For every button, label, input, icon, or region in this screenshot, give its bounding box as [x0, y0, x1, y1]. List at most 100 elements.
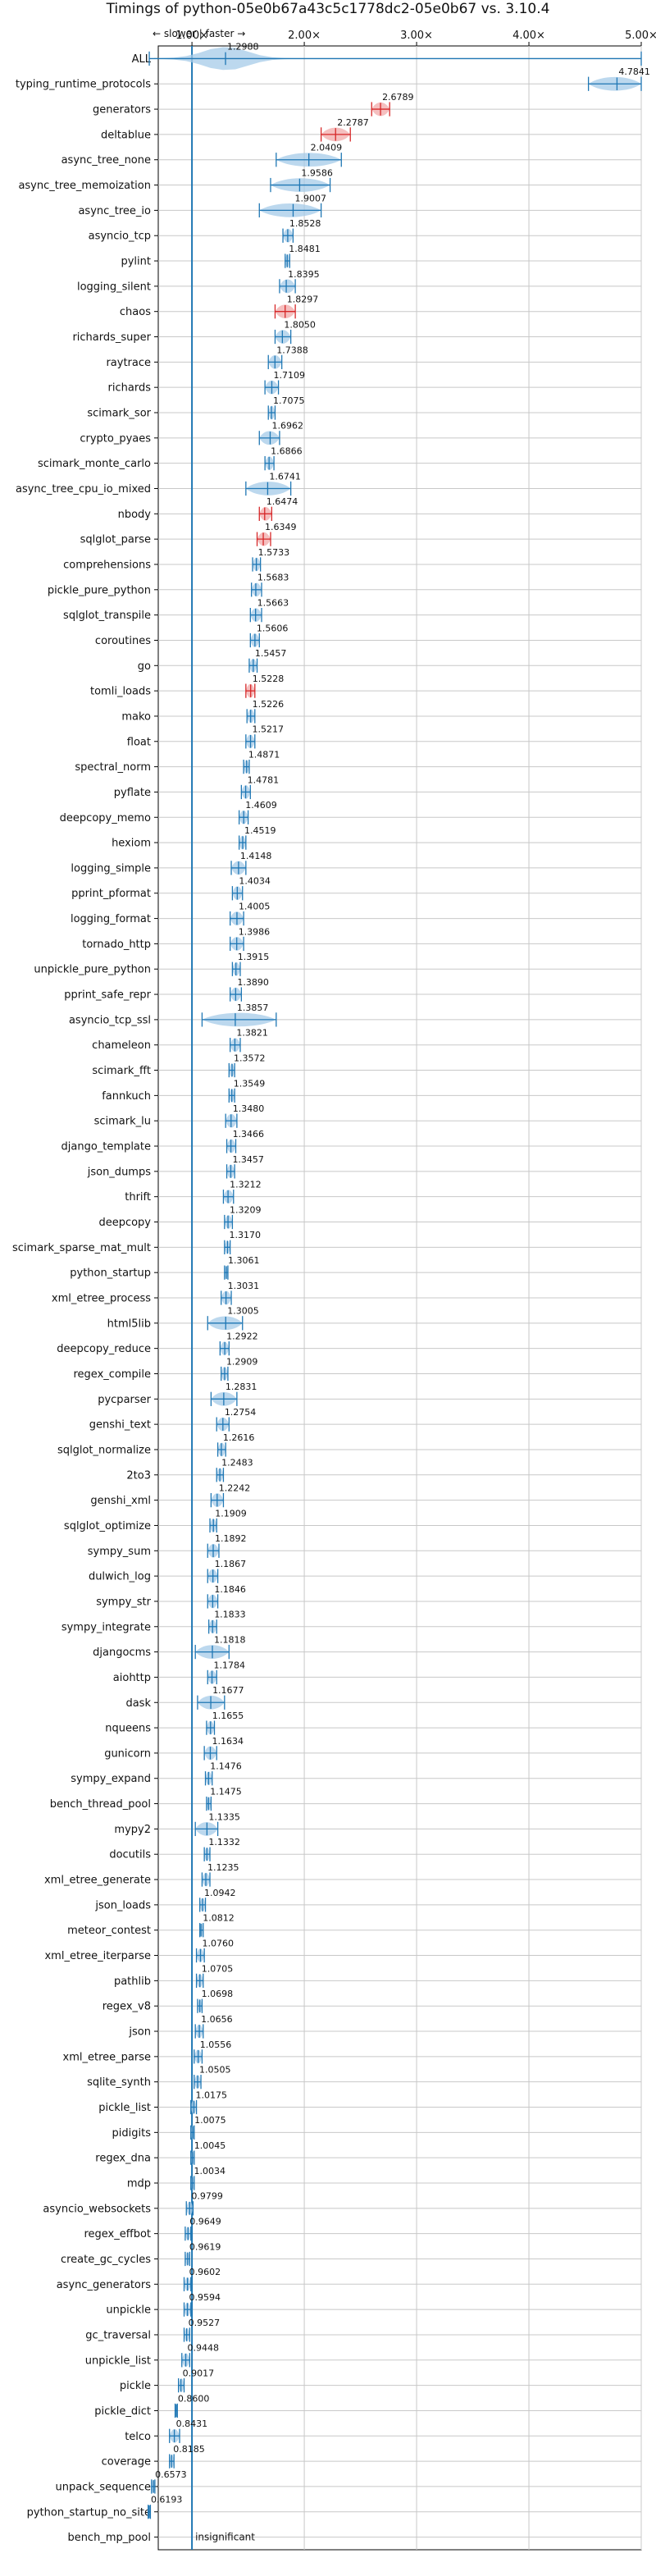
y-tick-label: async_tree_none: [61, 154, 151, 167]
data-label: 2.0409: [311, 143, 343, 153]
y-tick-label: coroutines: [95, 635, 151, 647]
y-tick-label: bench_mp_pool: [67, 2532, 151, 2544]
y-tick-label: regex_v8: [102, 2001, 151, 2013]
data-label: 1.3209: [230, 1204, 262, 1215]
data-label: 1.6474: [266, 496, 298, 507]
data-label: 1.0045: [194, 2140, 226, 2151]
y-tick-label: sqlglot_normalize: [57, 1444, 151, 1456]
data-label: 1.3466: [233, 1129, 265, 1140]
y-tick-label: mako: [121, 710, 151, 723]
data-label: 1.7388: [276, 345, 308, 355]
y-tick-label: docutils: [109, 1849, 151, 1861]
data-label: 0.9649: [189, 2217, 221, 2227]
data-label: 1.8481: [289, 244, 321, 254]
y-tick-label: scimark_fft: [92, 1065, 151, 1077]
y-tick-label: telco: [125, 2431, 151, 2443]
data-label: 1.2831: [226, 1382, 257, 1392]
data-label: 1.7109: [273, 370, 305, 381]
data-label: 1.5226: [253, 699, 285, 710]
y-tick-label: pickle_pure_python: [48, 584, 151, 596]
data-label: 1.2922: [226, 1331, 258, 1342]
y-tick-label: pickle_dict: [94, 2405, 151, 2418]
data-label: 0.9017: [183, 2368, 215, 2379]
data-label: 1.0175: [195, 2090, 227, 2100]
y-tick-label: logging_format: [71, 913, 151, 925]
data-label: 1.4148: [240, 851, 272, 861]
y-tick-label: aiohttp: [113, 1672, 151, 1684]
y-tick-label: logging_silent: [77, 281, 151, 293]
y-tick-label: spectral_norm: [75, 761, 151, 774]
y-tick-label: unpickle_pure_python: [34, 964, 151, 976]
data-label: 1.3572: [234, 1053, 266, 1063]
y-tick-label: djangocms: [93, 1647, 151, 1659]
data-label: 0.6193: [151, 2495, 183, 2505]
data-label: 0.9799: [191, 2191, 222, 2202]
x-tick-label: 3.00×: [400, 30, 433, 42]
y-tick-label: genshi_text: [89, 1419, 151, 1432]
data-label: 1.1655: [212, 1710, 244, 1721]
data-label: 1.1846: [214, 1584, 246, 1595]
data-label: 4.7841: [618, 66, 650, 77]
y-tick-label: regex_compile: [73, 1368, 151, 1381]
data-label: 1.3890: [237, 977, 269, 988]
data-label: 0.9527: [189, 2318, 220, 2328]
data-label: 0.6573: [155, 2469, 187, 2480]
y-tick-label: coverage: [102, 2456, 151, 2469]
data-label: 1.0760: [203, 1938, 234, 1948]
y-tick-label: scimark_sor: [87, 408, 151, 420]
data-label: 1.5606: [257, 623, 289, 633]
y-tick-label: sympy_integrate: [61, 1621, 151, 1633]
data-label: 1.5663: [257, 598, 289, 609]
y-tick-label: json_dumps: [87, 1166, 151, 1178]
data-label: 1.4609: [245, 800, 277, 811]
data-label: 1.3005: [227, 1306, 259, 1317]
y-tick-label: asyncio_tcp_ssl: [69, 1014, 151, 1026]
insignificant-label: insignificant: [195, 2532, 255, 2543]
data-label: 1.5683: [257, 573, 289, 583]
y-tick-label: xml_etree_parse: [63, 2051, 151, 2063]
data-label: 1.1833: [214, 1610, 246, 1620]
data-label: 1.6866: [271, 446, 303, 457]
y-tick-label: pidigits: [112, 2127, 152, 2140]
y-tick-label: typing_runtime_protocols: [16, 79, 151, 91]
y-tick-label: async_tree_cpu_io_mixed: [16, 483, 151, 496]
y-tick-label: xml_etree_iterparse: [44, 1950, 151, 1962]
data-label: 1.4034: [239, 876, 271, 887]
x-tick-label: 4.00×: [512, 30, 545, 42]
y-tick-label: dulwich_log: [89, 1571, 151, 1583]
data-label: 1.1892: [215, 1533, 247, 1544]
y-tick-label: unpickle: [106, 2304, 151, 2317]
y-tick-label: comprehensions: [63, 559, 151, 571]
x-tick-label: 1.00×: [175, 30, 208, 42]
data-label: 1.7075: [273, 395, 305, 406]
data-label: 2.2787: [337, 117, 369, 128]
data-label: 1.3061: [228, 1255, 260, 1266]
chart-title: Timings of python-05e0b67a43c5c1778dc2-0…: [106, 1, 550, 17]
data-label: 1.2909: [226, 1356, 258, 1367]
data-label: 1.1677: [212, 1685, 244, 1696]
data-label: 1.0705: [202, 1963, 234, 1974]
y-tick-label: raytrace: [106, 357, 151, 369]
y-tick-label: sqlglot_transpile: [63, 610, 151, 622]
direction-label: ← slower | faster →: [153, 28, 246, 39]
data-label: 1.1784: [214, 1660, 246, 1670]
y-tick-label: xml_etree_generate: [44, 1875, 151, 1887]
data-label: 1.3031: [228, 1281, 260, 1291]
data-label: 1.0034: [194, 2166, 226, 2176]
y-tick-label: async_generators: [57, 2279, 152, 2291]
data-label: 1.1332: [208, 1837, 240, 1848]
data-label: 1.6741: [269, 471, 301, 482]
data-label: 1.3549: [234, 1078, 266, 1089]
y-tick-label: pprint_pformat: [71, 888, 151, 900]
data-label: 1.6349: [265, 522, 297, 532]
y-tick-label: regex_dna: [95, 2153, 151, 2165]
y-tick-label: sqlglot_optimize: [64, 1520, 151, 1532]
x-tick-label: 5.00×: [625, 30, 656, 42]
data-label: 0.9602: [189, 2267, 221, 2277]
y-tick-label: deepcopy: [98, 1217, 151, 1229]
data-label: 1.3457: [232, 1154, 264, 1165]
y-tick-label: float: [127, 736, 151, 748]
data-label: 1.8050: [284, 319, 316, 330]
y-tick-label: regex_effbot: [84, 2228, 151, 2240]
